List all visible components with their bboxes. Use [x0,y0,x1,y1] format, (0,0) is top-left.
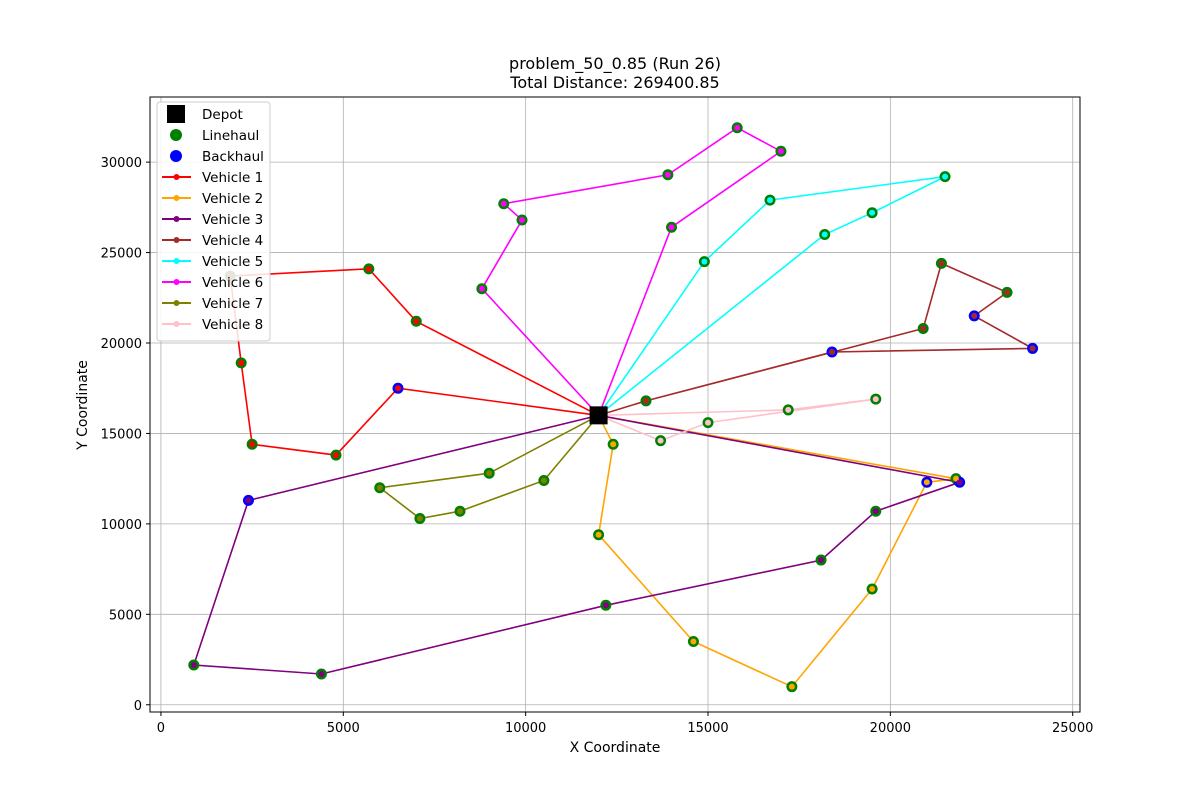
customer-points [188,122,1039,693]
route-stop-marker [872,508,879,515]
legend-route-marker [173,300,180,306]
route-stop-marker [701,258,708,265]
y-tick-label: 20000 [101,337,142,352]
route-stop-marker [734,124,741,131]
legend-label-backhaul: Backhaul [202,149,264,165]
route-stop-marker [238,359,245,366]
x-tick-label: 10000 [505,721,546,736]
route-stop-marker [788,683,795,690]
legend-route-marker [173,279,180,285]
plot-frame [149,96,1081,713]
y-tick-label: 10000 [101,518,142,533]
y-axis-title: Y Coordinate [75,360,91,451]
y-tick-label: 5000 [109,608,142,623]
y-tick-label: 0 [134,699,142,714]
route-stop-marker [938,260,945,267]
legend-backhaul-marker [170,150,182,162]
route-stop-marker [668,224,675,231]
legend-route-marker [173,195,180,201]
x-tick-label: 20000 [870,721,911,736]
legend-label-route: Vehicle 8 [202,317,263,333]
chart-subtitle: Total Distance: 269400.85 [509,73,719,92]
route-stop-marker [953,475,959,482]
route-stop-marker [829,349,835,356]
route-stop-marker [923,479,930,486]
y-tick-label: 30000 [101,156,142,171]
route-stop-marker [872,396,879,403]
x-tick-label: 25000 [1052,721,1093,736]
legend-label-route: Vehicle 1 [202,170,263,186]
legend-label-linehaul: Linehaul [202,128,259,144]
legend-depot-marker [167,105,185,123]
route-stop-marker [519,217,525,223]
route-stop-marker [602,602,609,609]
route-stop-marker [333,452,339,459]
route-stop-marker [478,285,485,292]
route-stop-marker [457,508,463,515]
route-stop-marker [818,557,825,564]
x-axis-title: X Coordinate [570,740,661,756]
chart-title: problem_50_0.85 (Run 26) [509,54,721,74]
route-stop-marker [971,312,978,319]
route-stop-marker [690,638,697,645]
legend-label-route: Vehicle 7 [202,296,263,312]
legend-route-marker [173,321,180,327]
route-stop-marker [190,661,197,668]
route-stop-marker [540,477,547,484]
route-stop-marker [821,231,828,238]
route-stop-marker [657,437,664,444]
legend-route-marker [173,258,180,264]
y-tick-label: 25000 [101,247,142,262]
legend-label-route: Vehicle 6 [202,275,263,291]
legend-route-marker [173,237,180,243]
legend-label-route: Vehicle 2 [202,191,263,207]
legend-label-depot: Depot [202,107,243,123]
route-stop-marker [869,209,876,216]
route-stop-marker [777,148,784,155]
legend-label-route: Vehicle 5 [202,254,263,270]
legend-label-route: Vehicle 3 [202,212,263,228]
route-stop-marker [664,171,671,178]
x-tick-label: 5000 [327,721,360,736]
route-stop-marker [413,318,420,325]
route-stop-marker [318,671,325,678]
route-stop-marker [705,419,711,426]
route-stop-marker [416,515,423,522]
route-stop-marker [595,531,602,538]
axis-ticks: 0 5000 10000 15000 20000 25000 0 5000 10000 15000… [101,156,1094,736]
legend-route-marker [173,216,180,222]
route-stop-marker [249,441,256,448]
legend-linehaul-marker [170,129,182,141]
route-stop-marker [365,265,372,272]
depot-marker [589,406,608,425]
y-tick-label: 15000 [101,427,142,442]
legend-label-route: Vehicle 4 [202,233,263,249]
x-tick-label: 15000 [687,721,728,736]
route-stop-marker [376,484,383,491]
route-stop-marker [920,325,927,332]
route-stop-marker [500,200,507,207]
route-stop-marker [785,406,792,413]
route-line [598,262,1036,417]
route-stop-marker [767,197,773,204]
route-stop-marker [395,385,401,392]
route-stop-marker [245,497,252,504]
route-stop-marker [486,470,493,477]
route-stop-marker [610,441,617,448]
legend-route-marker [173,174,180,180]
x-tick-label: 0 [157,721,165,736]
route-stop-marker [643,397,649,404]
route-stop-marker [1004,289,1011,296]
route-stop-marker [1029,345,1036,352]
route-stop-marker [942,173,949,180]
route-stop-marker [956,479,963,486]
route-stop-marker [869,586,876,592]
legend: Depot Linehaul Backhaul Vehicle 1 Vehicle 2 V… [156,101,271,342]
